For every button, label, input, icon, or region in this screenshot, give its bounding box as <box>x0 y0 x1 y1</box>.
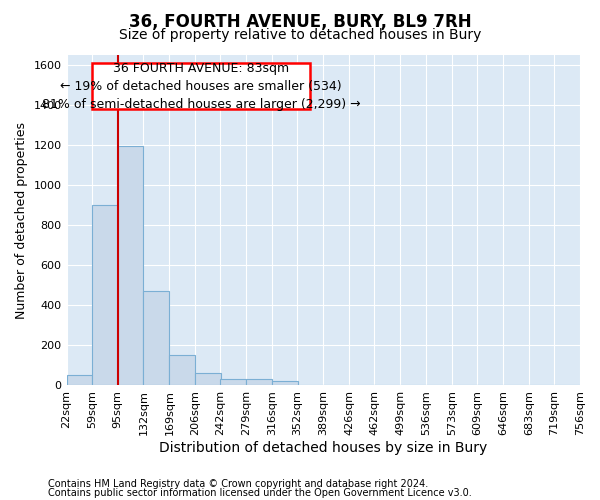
Bar <box>220 380 247 386</box>
Bar <box>195 374 221 386</box>
Bar <box>247 380 272 386</box>
FancyBboxPatch shape <box>92 63 310 109</box>
Y-axis label: Number of detached properties: Number of detached properties <box>15 122 28 318</box>
Bar <box>118 146 143 386</box>
Text: Contains HM Land Registry data © Crown copyright and database right 2024.: Contains HM Land Registry data © Crown c… <box>48 479 428 489</box>
X-axis label: Distribution of detached houses by size in Bury: Distribution of detached houses by size … <box>159 441 487 455</box>
Text: Size of property relative to detached houses in Bury: Size of property relative to detached ho… <box>119 28 481 42</box>
Bar <box>67 376 92 386</box>
Bar <box>169 356 195 386</box>
Text: 36 FOURTH AVENUE: 83sqm
← 19% of detached houses are smaller (534)
81% of semi-d: 36 FOURTH AVENUE: 83sqm ← 19% of detache… <box>42 62 361 110</box>
Bar <box>272 382 298 386</box>
Text: 36, FOURTH AVENUE, BURY, BL9 7RH: 36, FOURTH AVENUE, BURY, BL9 7RH <box>128 12 472 30</box>
Bar <box>92 205 118 386</box>
Bar <box>143 292 169 386</box>
Text: Contains public sector information licensed under the Open Government Licence v3: Contains public sector information licen… <box>48 488 472 498</box>
